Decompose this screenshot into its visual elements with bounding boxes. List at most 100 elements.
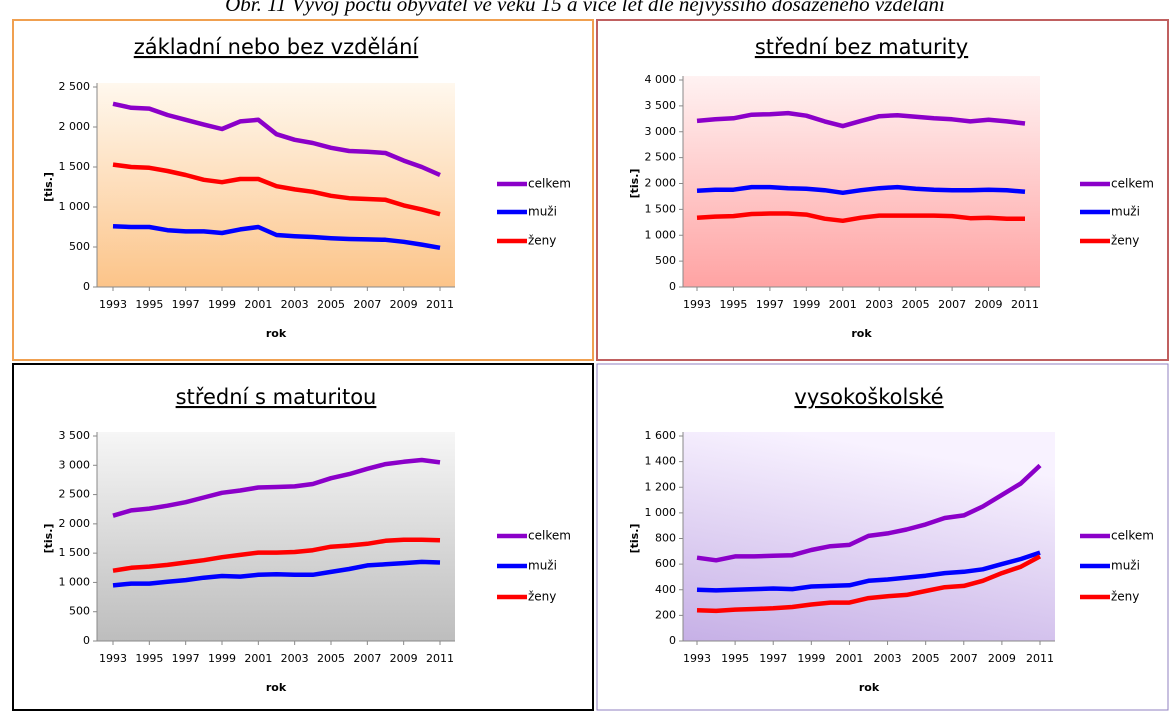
x-tick-label: 2009 [988,652,1016,665]
x-tick-label: 2001 [829,298,857,311]
data-line [112,223,441,251]
legend-label: ženy [1111,590,1139,604]
y-tick-label: 3 500 [645,99,677,112]
x-tick-label: 2007 [353,298,381,311]
chart-title: vysokoškolské [794,385,943,409]
data-line [112,162,441,217]
y-tick-label: 600 [655,557,676,570]
data-line [696,110,1026,129]
x-tick-label: 2009 [390,652,418,665]
legend-label: celkem [1111,177,1154,191]
plot-area [683,76,1040,287]
data-line [696,550,1041,593]
x-axis-label: rok [266,681,287,694]
figure-caption: Obr. 11 Vývoj počtu obyvatel ve věku 15 … [225,0,947,16]
y-tick-label: 0 [83,280,90,293]
chart-title: střední bez maturity [755,35,968,59]
y-axis-label: [tis.] [628,169,641,199]
y-tick-label: 0 [669,280,676,293]
y-tick-label: 1 400 [645,455,677,468]
x-tick-label: 2005 [902,298,930,311]
legend-label: ženy [528,234,556,248]
data-line [696,184,1026,196]
x-tick-label: 1999 [208,298,236,311]
y-tick-label: 3 500 [59,429,91,442]
x-tick-label: 1999 [797,652,825,665]
y-axis-label: [tis.] [42,524,55,554]
x-tick-label: 1995 [135,652,163,665]
y-tick-label: 1 500 [59,546,91,559]
y-tick-label: 1 000 [645,506,677,519]
data-line [112,457,441,518]
y-tick-label: 1 500 [645,202,677,215]
x-tick-label: 1997 [172,652,200,665]
y-tick-label: 200 [655,608,676,621]
y-tick-label: 4 000 [645,73,677,86]
y-tick-label: 3 000 [59,458,91,471]
y-axis-label: [tis.] [42,172,55,202]
x-tick-label: 1997 [756,298,784,311]
x-axis-label: rok [851,327,872,340]
data-line [696,211,1025,224]
x-tick-label: 2003 [281,652,309,665]
chart-title: základní nebo bez vzdělání [134,35,420,59]
x-tick-label: 2005 [317,298,345,311]
legend-label: ženy [1111,234,1139,248]
x-tick-label: 1993 [683,298,711,311]
data-line [696,463,1042,563]
y-tick-label: 1 500 [59,160,91,173]
x-tick-label: 2001 [244,298,272,311]
x-tick-label: 1993 [683,652,711,665]
x-tick-label: 1999 [208,652,236,665]
y-tick-label: 0 [669,634,676,647]
x-tick-label: 1997 [759,652,787,665]
y-tick-label: 2 500 [59,80,91,93]
x-tick-label: 2007 [938,298,966,311]
x-tick-label: 2001 [835,652,863,665]
x-tick-label: 1995 [719,298,747,311]
data-line [112,537,441,573]
y-tick-label: 500 [69,605,90,618]
legend-label: ženy [528,590,556,604]
y-tick-label: 3 000 [645,125,677,138]
x-tick-label: 1993 [99,652,127,665]
x-tick-label: 2011 [1026,652,1054,665]
y-tick-label: 800 [655,532,676,545]
x-tick-label: 2011 [426,298,454,311]
legend-label: muži [1111,559,1140,573]
x-tick-label: 2007 [950,652,978,665]
y-axis-label: [tis.] [628,524,641,554]
x-tick-label: 1993 [99,298,127,311]
y-tick-label: 1 000 [59,200,91,213]
data-line [696,554,1042,614]
y-tick-label: 500 [69,240,90,253]
x-tick-label: 2001 [244,652,272,665]
x-tick-label: 2011 [426,652,454,665]
y-tick-label: 2 000 [59,517,91,530]
y-tick-label: 2 500 [59,488,91,501]
x-tick-label: 1995 [135,298,163,311]
chart-title: střední s maturitou [176,385,377,409]
x-tick-label: 2005 [912,652,940,665]
y-tick-label: 0 [83,634,90,647]
x-tick-label: 1997 [172,298,200,311]
legend-label: celkem [1111,529,1154,543]
y-tick-label: 1 600 [645,429,677,442]
x-tick-label: 1995 [721,652,749,665]
x-tick-label: 2003 [281,298,309,311]
x-tick-label: 1999 [792,298,820,311]
x-tick-label: 2007 [353,652,381,665]
y-tick-label: 400 [655,583,676,596]
legend-label: muži [528,205,557,219]
x-tick-label: 2009 [390,298,418,311]
x-axis-label: rok [859,681,880,694]
plot-area [97,432,455,641]
x-tick-label: 2005 [317,652,345,665]
y-tick-label: 2 000 [59,120,91,133]
legend-label: muži [528,559,557,573]
y-tick-label: 1 000 [645,228,677,241]
data-line [112,101,441,178]
y-tick-label: 500 [655,254,676,267]
data-line [112,559,441,588]
